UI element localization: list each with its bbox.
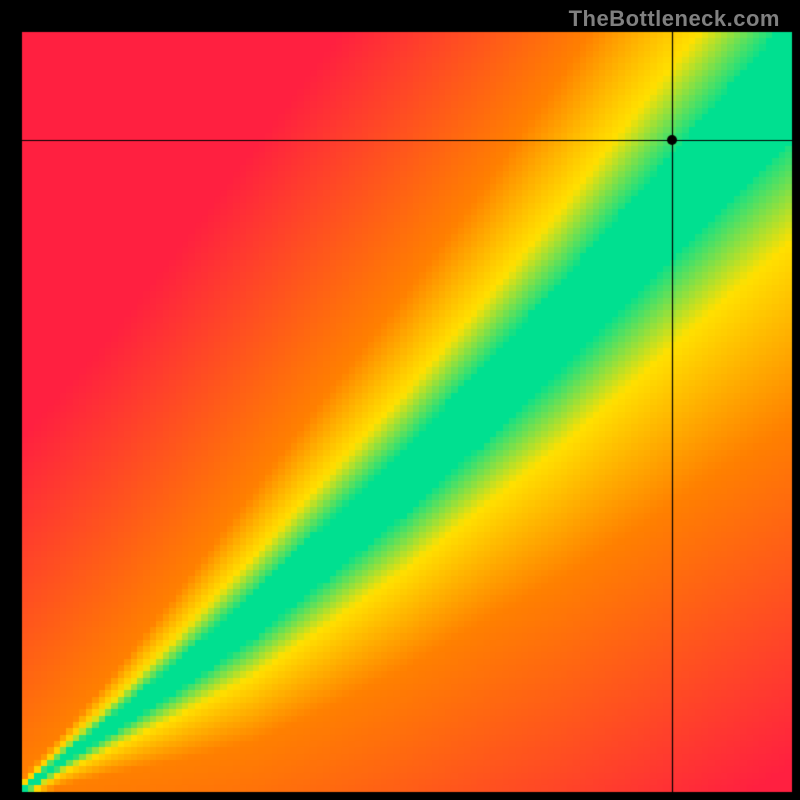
watermark-text: TheBottleneck.com — [569, 6, 780, 32]
bottleneck-heatmap: TheBottleneck.com — [0, 0, 800, 800]
heatmap-canvas — [0, 0, 800, 800]
